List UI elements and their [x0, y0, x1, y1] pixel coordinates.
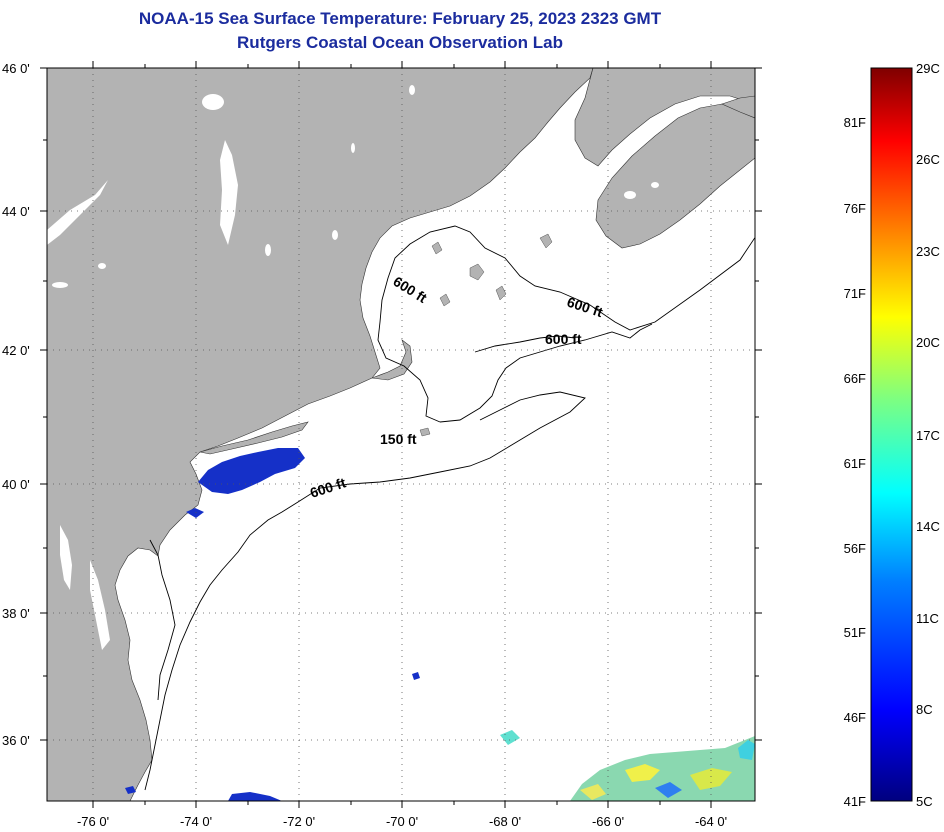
- colorbar-fahrenheit-label: 51F: [844, 625, 866, 640]
- colorbar-celsius-label: 11C: [916, 611, 939, 626]
- colorbar-fahrenheit-label: 71F: [844, 286, 866, 301]
- gulf-islands: [419, 233, 553, 437]
- colorbar-celsius-label: 17C: [916, 428, 940, 443]
- lon-label: -74 0': [180, 814, 212, 829]
- land-nova-scotia: [595, 103, 755, 249]
- lat-label: 36 0': [2, 733, 30, 748]
- land-cape-breton: [721, 95, 755, 119]
- lon-label: -66 0': [592, 814, 624, 829]
- land-long-island: [199, 421, 309, 455]
- colorbar-celsius-label: 26C: [916, 152, 940, 167]
- graticule: [47, 68, 755, 801]
- bathymetry-contours: [144, 225, 755, 791]
- map-subtitle: Rutgers Coastal Ocean Observation Lab: [237, 33, 563, 52]
- colorbar: [870, 67, 913, 802]
- lon-label: -68 0': [489, 814, 521, 829]
- lat-label: 46 0': [2, 61, 30, 76]
- lon-label: -64 0': [695, 814, 727, 829]
- colorbar-fahrenheit-label: 56F: [844, 541, 866, 556]
- sst-cold-patches: [125, 448, 420, 801]
- lat-label: 44 0': [2, 204, 30, 219]
- map-title: NOAA-15 Sea Surface Temperature: Februar…: [138, 9, 662, 28]
- colorbar-celsius-label: 5C: [916, 794, 933, 809]
- colorbar-fahrenheit-label: 66F: [844, 371, 866, 386]
- map-frame: [46, 67, 756, 802]
- contour-label-150ft: 150 ft: [380, 431, 417, 447]
- axis-ticks: [40, 61, 762, 808]
- land-cape-cod: [371, 339, 413, 381]
- colorbar-celsius-label: 29C: [916, 61, 940, 76]
- lat-label: 42 0': [2, 343, 30, 358]
- colorbar-celsius-label: 8C: [916, 702, 933, 717]
- colorbar-fahrenheit-label: 46F: [844, 710, 866, 725]
- colorbar-fahrenheit-label: 76F: [844, 201, 866, 216]
- sst-warm-patches: [500, 730, 755, 801]
- lon-label: -70 0': [386, 814, 418, 829]
- colorbar-fahrenheit-label: 41F: [844, 794, 866, 809]
- colorbar-celsius-label: 23C: [916, 244, 940, 259]
- lon-label: -76 0': [77, 814, 109, 829]
- lat-label: 40 0': [2, 477, 30, 492]
- colorbar-celsius-label: 14C: [916, 519, 940, 534]
- colorbar-celsius-label: 20C: [916, 335, 940, 350]
- inland-waters: [47, 85, 659, 650]
- lon-label: -72 0': [283, 814, 315, 829]
- colorbar-fahrenheit-label: 81F: [844, 115, 866, 130]
- contour-label-600ft-3: 600 ft: [545, 331, 582, 347]
- land-us-mainland: [47, 68, 594, 801]
- lat-label: 38 0': [2, 606, 30, 621]
- colorbar-fahrenheit-label: 61F: [844, 456, 866, 471]
